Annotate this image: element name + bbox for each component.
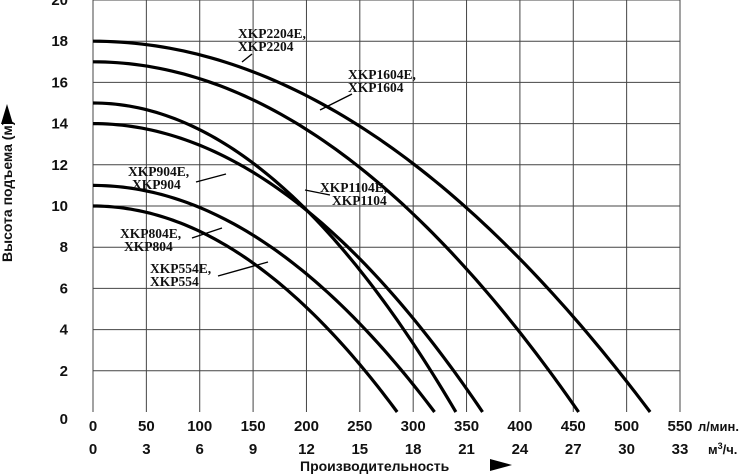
x-tick-lmin: 400: [507, 418, 532, 435]
y-tick: 12: [51, 157, 68, 174]
x-tick-m3h: 15: [351, 441, 368, 458]
x-unit-lmin: л/мин.: [698, 419, 739, 434]
y-tick: 6: [60, 280, 68, 297]
label-xkp804-line2: XKP804: [124, 239, 173, 254]
x-tick-m3h: 0: [89, 441, 97, 458]
x-axis-title: Производительность: [300, 458, 450, 474]
x-tick-lmin: 300: [401, 418, 426, 435]
y-tick: 14: [51, 116, 68, 133]
x-tick-lmin: 0: [89, 418, 97, 435]
leader-xkp904: [195, 173, 227, 183]
y-tick: 0: [60, 411, 68, 428]
x-tick-lmin: 150: [241, 418, 266, 435]
leader-xkp554: [217, 261, 269, 277]
x-tick-lmin: 550: [667, 418, 692, 435]
x-tick-m3h: 3: [142, 441, 150, 458]
label-xkp2204-line2: XKP2204: [238, 39, 294, 54]
x-tick-m3h: 9: [249, 441, 257, 458]
x-tick-m3h: 27: [565, 441, 582, 458]
series-line-5: [92, 39, 652, 413]
x-axis-arrow-icon: [490, 459, 512, 471]
x-tick-lmin: 500: [614, 418, 639, 435]
x-unit-m3h: м3/ч.: [708, 441, 737, 457]
x-tick-lmin: 50: [138, 418, 155, 435]
series-line-4: [92, 60, 580, 413]
ticks: 0050310061509200122501530018350214002445…: [51, 0, 692, 458]
y-tick: 16: [51, 74, 68, 91]
label-xkp1604-line2: XKP1604: [348, 80, 404, 95]
y-tick: 18: [51, 33, 68, 50]
label-xkp804-line1: XKP804E,: [120, 226, 181, 241]
label-xkp904-line1: XKP904E,: [128, 164, 189, 179]
x-tick-m3h: 24: [512, 441, 529, 458]
y-tick: 4: [60, 322, 69, 339]
leader-xkp804: [191, 227, 223, 239]
y-tick: 2: [60, 363, 68, 380]
series-line-3: [92, 101, 458, 413]
leader-xkp1104: [304, 189, 331, 196]
y-tick: 8: [60, 239, 68, 256]
x-tick-lmin: 450: [561, 418, 586, 435]
y-axis-arrow-icon: [1, 104, 13, 124]
label-xkp2204-line1: XKP2204E,: [238, 26, 306, 41]
label-xkp904-line2: XKP904: [132, 177, 181, 192]
series-line-2: [92, 122, 484, 413]
x-tick-lmin: 200: [294, 418, 319, 435]
leader-xkp1604: [319, 93, 353, 111]
x-tick-m3h: 21: [458, 441, 475, 458]
x-tick-lmin: 250: [347, 418, 372, 435]
label-xkp554-line2: XKP554: [150, 274, 199, 289]
x-tick-m3h: 6: [196, 441, 204, 458]
y-tick: 10: [51, 198, 68, 215]
series-line-0: [92, 204, 399, 413]
x-tick-lmin: 350: [454, 418, 479, 435]
leader-xkp2204: [241, 53, 253, 63]
label-xkp554-line1: XKP554E,: [150, 261, 211, 276]
label-xkp1104-line2: XKP1104: [332, 193, 387, 208]
x-tick-m3h: 33: [672, 441, 689, 458]
x-tick-m3h: 30: [618, 441, 635, 458]
x-tick-m3h: 18: [405, 441, 422, 458]
label-xkp1104-line1: XKP1104E,: [320, 180, 387, 195]
x-tick-lmin: 100: [187, 418, 212, 435]
y-axis-title: Высота подъема (м): [0, 121, 15, 262]
x-tick-m3h: 12: [298, 441, 315, 458]
series-line-1: [92, 183, 436, 413]
y-tick: 20: [51, 0, 68, 9]
label-xkp1604-line1: XKP1604E,: [348, 67, 416, 82]
curves: [92, 39, 652, 413]
